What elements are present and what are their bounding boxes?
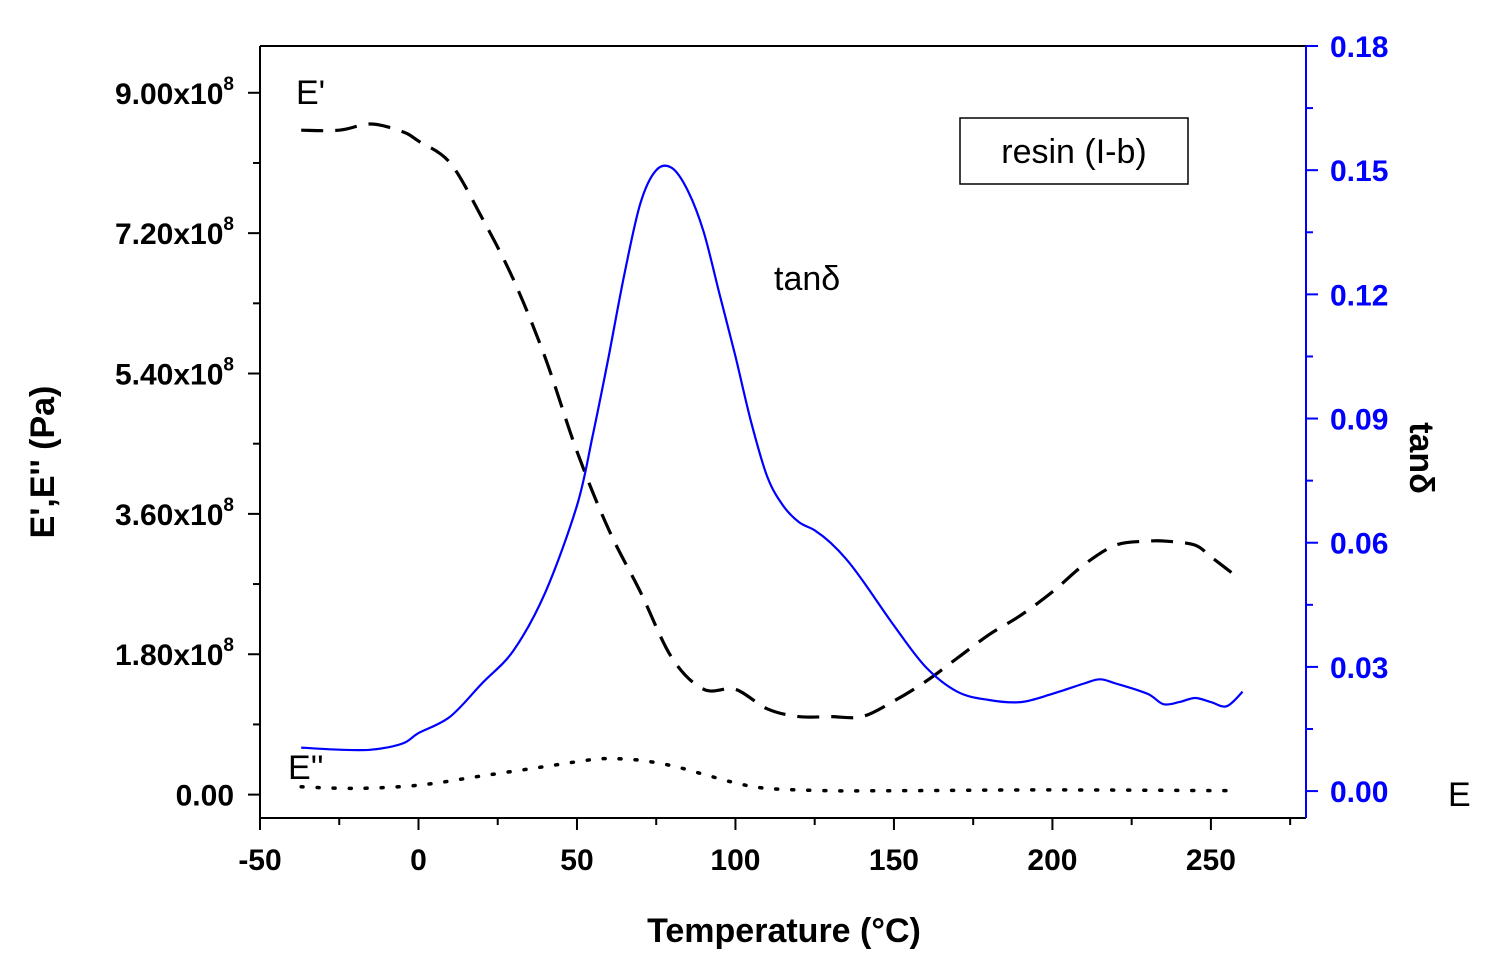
series-e-prime — [301, 122, 1238, 720]
x-tick-label: 50 — [560, 844, 593, 877]
legend-box — [959, 117, 1189, 185]
x-tick-label: 200 — [1027, 844, 1077, 877]
e-prime-annotation: E' — [296, 74, 325, 112]
y-left-tick-label: 3.60x108 — [115, 495, 234, 532]
x-tick-label: 0 — [410, 844, 427, 877]
y-left-ticks: 0.00 1.80x108 3.60x108 5.40x108 7.20x108 9.00… — [115, 74, 260, 813]
tan-delta-annotation: tanδ — [774, 260, 840, 298]
legend-label: resin (I-b) — [1001, 133, 1146, 171]
x-axis-title: Temperature (°C) — [647, 912, 921, 950]
series-layer — [299, 122, 1244, 793]
y-right-tick-label: 0.15 — [1330, 155, 1388, 188]
y-left-tick-label: 1.80x108 — [115, 635, 234, 672]
y-right-tick-label: 0.09 — [1330, 404, 1388, 437]
left-y-axis-title: E',E'' (Pa) — [24, 386, 62, 539]
y-left-tick-label: 7.20x108 — [115, 214, 234, 251]
y-right-tick-label: 0.06 — [1330, 528, 1388, 561]
y-right-tick-label: 0.03 — [1330, 652, 1388, 685]
x-tick-label: 100 — [710, 844, 760, 877]
series-e-double-prime — [299, 756, 1239, 793]
e-double-prime-annotation: E'' — [288, 749, 324, 787]
x-ticks: -50 0 50 100 150 200 250 — [238, 818, 1292, 877]
x-tick-label: -50 — [238, 844, 281, 877]
series-tan-delta — [301, 164, 1244, 752]
y-left-tick-label: 9.00x108 — [115, 74, 234, 111]
y-right-tick-label: 0.18 — [1330, 31, 1388, 64]
y-right-tick-label: 0.00 — [1330, 776, 1388, 809]
x-tick-label: 250 — [1186, 844, 1236, 877]
y-left-tick-label: 0.00 — [176, 780, 234, 813]
x-tick-label: 150 — [869, 844, 919, 877]
y-right-tick-label: 0.12 — [1330, 279, 1388, 312]
right-edge-label: E — [1448, 776, 1471, 814]
y-right-ticks: 0.00 0.03 0.06 0.09 0.12 0.15 0.18 — [1306, 31, 1388, 809]
right-y-axis-title: tanδ — [1402, 422, 1440, 494]
y-left-tick-label: 5.40x108 — [115, 355, 234, 392]
